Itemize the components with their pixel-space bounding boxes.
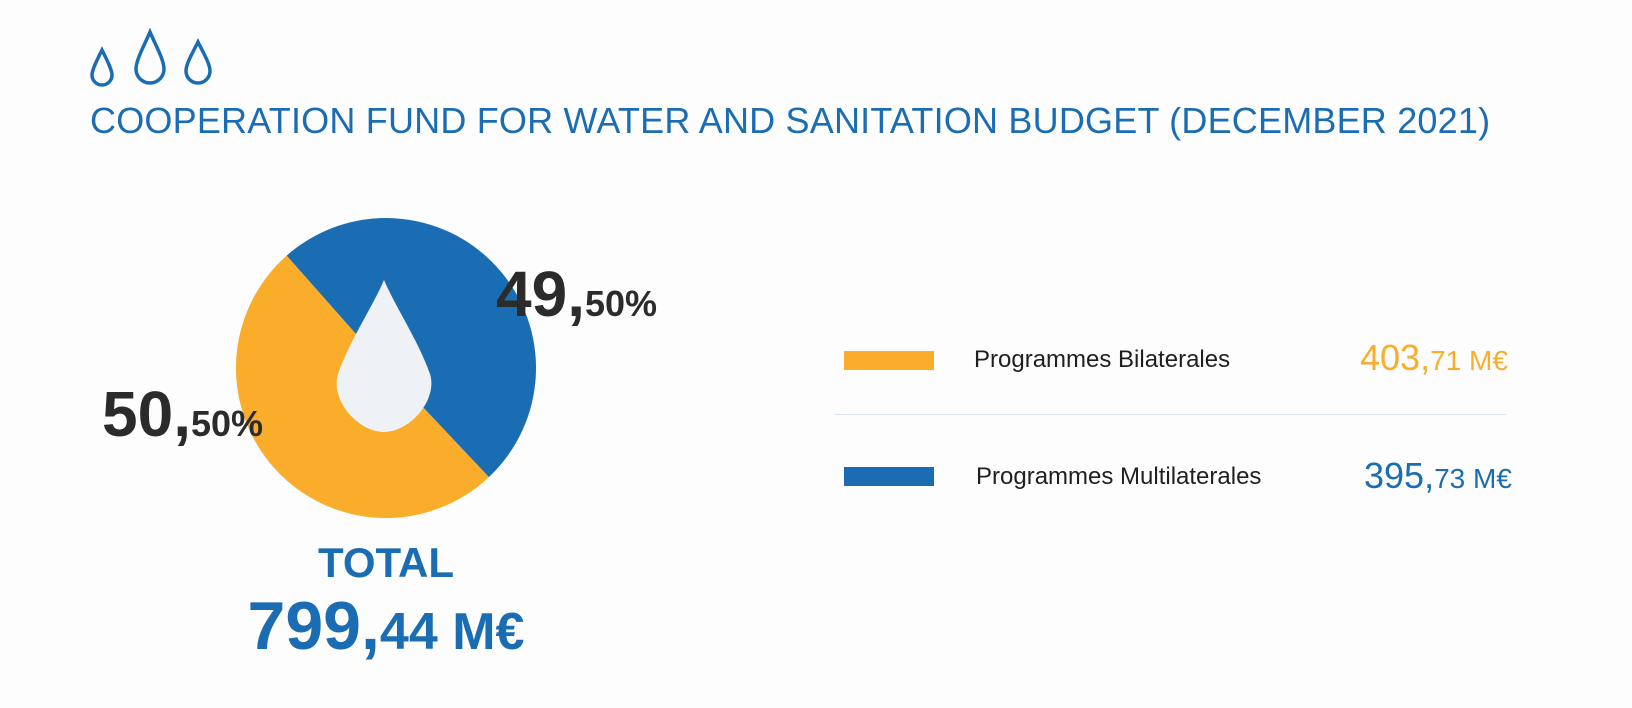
legend-divider	[834, 414, 1506, 415]
amount-decimal: 71 M€	[1430, 345, 1508, 376]
water-drops-icon	[90, 28, 212, 87]
amount-decimal: 73 M€	[1434, 463, 1512, 494]
amount-integer: 395,	[1364, 455, 1435, 496]
total-decimal: 44 M€	[379, 603, 525, 661]
total-value: 799,44 M€	[186, 592, 586, 660]
amount-bilateral: 403,71 M€	[1360, 340, 1508, 376]
bilateral-percent-label: 50,50%	[102, 382, 263, 446]
percent-decimal: 50%	[584, 283, 658, 324]
water-drop-icon	[336, 280, 432, 432]
page-title: COOPERATION FUND FOR WATER AND SANITATIO…	[90, 100, 1491, 141]
pie-chart	[235, 218, 536, 519]
total-label: TOTAL	[317, 539, 455, 586]
amount-integer: 403,	[1360, 337, 1431, 378]
legend-swatch-multilateral	[844, 467, 934, 486]
legend-label-multilateral: Programmes Multilaterales	[976, 463, 1262, 490]
multilateral-percent-label: 49,50%	[496, 262, 657, 326]
percent-decimal: 50%	[190, 403, 264, 444]
legend-label-bilateral: Programmes Bilaterales	[974, 346, 1231, 373]
percent-integer: 50,	[102, 378, 191, 450]
percent-integer: 49,	[496, 258, 585, 330]
legend-swatch-bilateral	[844, 351, 934, 370]
total-integer: 799,	[247, 588, 380, 664]
amount-multilateral: 395,73 M€	[1364, 458, 1512, 494]
